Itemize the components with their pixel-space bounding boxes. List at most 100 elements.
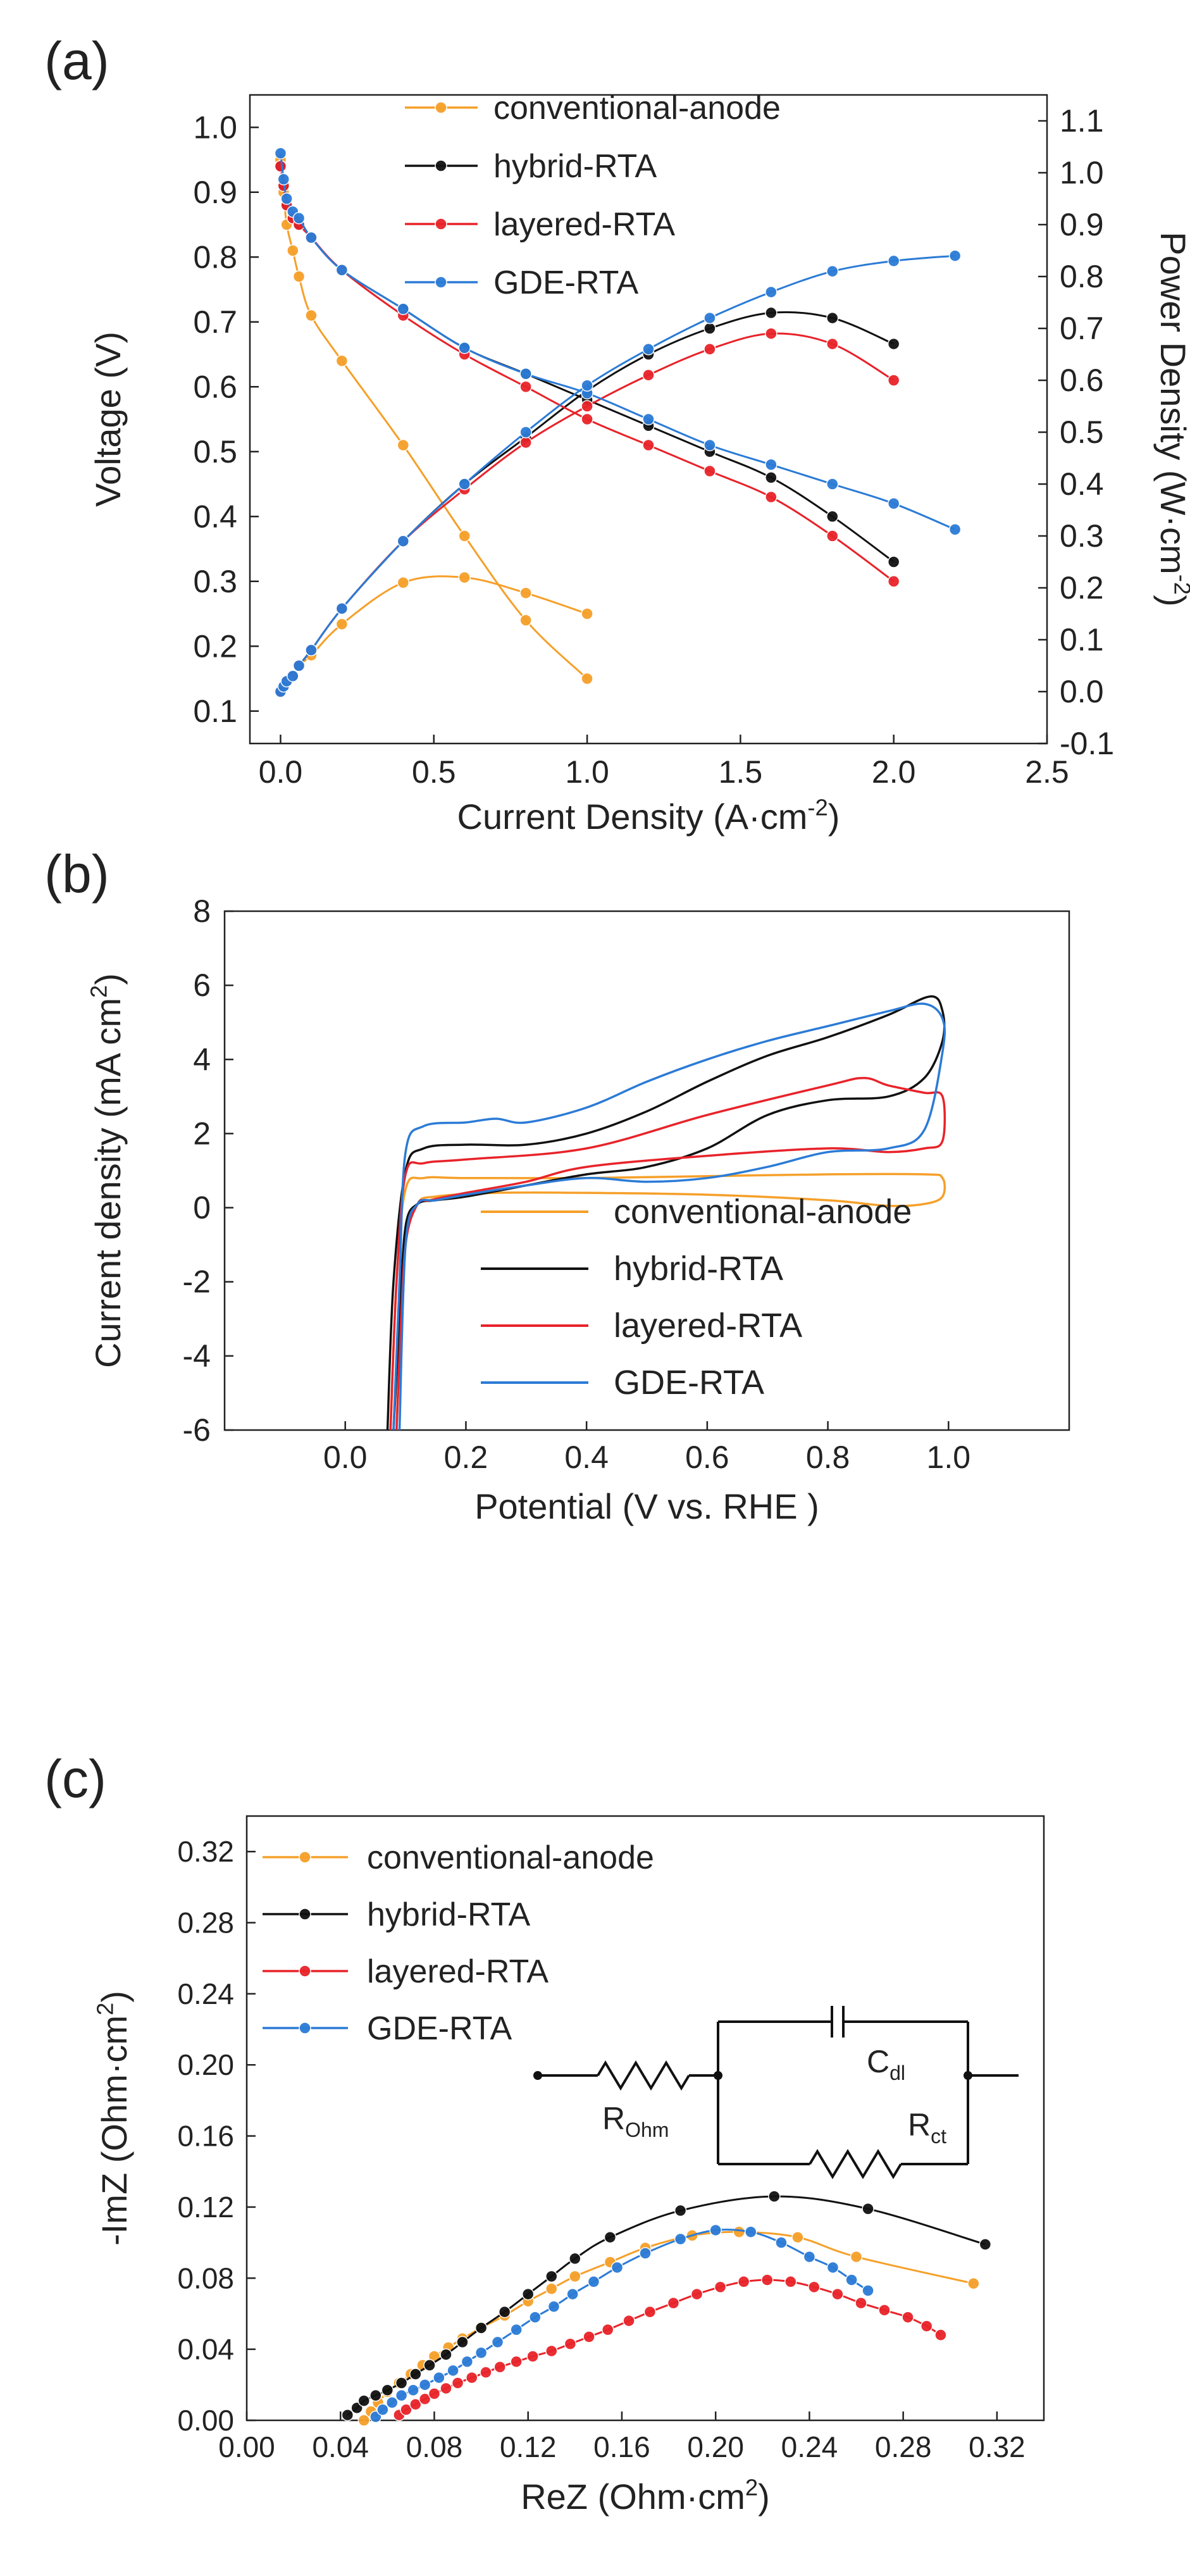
y2-tick-label: 0.6	[1060, 363, 1104, 398]
nyquist-point-layered-RTA	[831, 2287, 844, 2301]
nyquist-point-GDE-RTA	[709, 2224, 722, 2237]
r-ct-resistor-icon	[809, 2149, 902, 2179]
voltage-point-layered-RTA	[703, 464, 716, 478]
power-point-hybrid-RTA	[826, 311, 839, 325]
nyquist-point-hybrid-RTA	[341, 2408, 354, 2422]
y-axis-title-end: )	[88, 973, 128, 985]
voltage-point-layered-RTA	[765, 490, 778, 504]
x-tick-label: 0.8	[806, 1440, 850, 1475]
y-tick-label: 0.12	[177, 2191, 234, 2224]
power-curve-conventional-anode	[280, 575, 588, 692]
power-point-GDE-RTA	[335, 602, 349, 615]
c-dl-label-subscript: dl	[889, 2062, 905, 2084]
voltage-point-conventional-anode	[397, 439, 410, 452]
y-tick-label: 0.2	[193, 628, 237, 664]
y-tick-label: -6	[183, 1412, 211, 1448]
r-ohm-resistor-icon	[597, 2060, 690, 2091]
x-tick-label: 0.5	[412, 754, 456, 790]
nyquist-point-GDE-RTA	[386, 2396, 399, 2409]
legend-label-GDE-RTA: GDE-RTA	[367, 2010, 512, 2047]
nyquist-point-layered-RTA	[855, 2296, 867, 2310]
y-tick-label: 0.9	[193, 175, 237, 210]
nyquist-point-layered-RTA	[428, 2387, 441, 2400]
y-axis-title: Current density (mA cm2)	[86, 973, 128, 1368]
nyquist-point-GDE-RTA	[395, 2389, 408, 2402]
power-point-conventional-anode	[397, 576, 410, 589]
voltage-point-hybrid-RTA	[765, 471, 778, 484]
voltage-point-layered-RTA	[581, 413, 593, 426]
plot-frame	[223, 910, 1070, 1431]
power-point-layered-RTA	[887, 374, 900, 387]
nyquist-point-layered-RTA	[784, 2275, 797, 2288]
voltage-point-conventional-anode	[305, 309, 318, 322]
nyquist-point-hybrid-RTA	[768, 2190, 781, 2203]
y-tick-label: 0.16	[177, 2120, 234, 2153]
y-tick-label: 0.4	[193, 499, 237, 534]
power-point-GDE-RTA	[581, 379, 593, 392]
voltage-point-conventional-anode	[292, 270, 306, 283]
power-point-GDE-RTA	[305, 644, 318, 657]
voltage-point-GDE-RTA	[826, 478, 839, 490]
power-point-hybrid-RTA	[887, 337, 900, 351]
legend-label-layered-RTA: layered-RTA	[367, 1953, 549, 1990]
voltage-point-layered-RTA	[642, 439, 655, 452]
power-point-layered-RTA	[581, 400, 593, 413]
nyquist-point-hybrid-RTA	[440, 2348, 452, 2361]
nyquist-point-hybrid-RTA	[498, 2305, 511, 2318]
power-point-layered-RTA	[765, 327, 778, 340]
voltage-point-GDE-RTA	[274, 147, 287, 159]
panel-c: (c) 0.00 0.04 0.08 0.12 0.16 0.20 0.24 0.28 0.32 0…	[44, 1749, 1045, 2517]
nyquist-point-GDE-RTA	[745, 2225, 757, 2239]
nyquist-point-layered-RTA	[643, 2305, 657, 2318]
legend-label-conventional-anode: conventional-anode	[614, 1193, 912, 1231]
power-point-layered-RTA	[642, 369, 655, 382]
voltage-point-GDE-RTA	[703, 439, 716, 452]
y-axis-title: -ImZ (Ohm·cm2)	[92, 1991, 134, 2246]
power-curve-hybrid-RTA	[280, 311, 895, 692]
legend-label-GDE-RTA: GDE-RTA	[614, 1364, 764, 1402]
nyquist-point-hybrid-RTA	[381, 2384, 394, 2396]
x-tick-label: 0.04	[312, 2430, 369, 2463]
y2-axis-title: Power Density (W·cm-2)	[1153, 232, 1190, 606]
power-point-conventional-anode	[519, 587, 532, 599]
x-axis-title-end: )	[758, 2477, 770, 2517]
nyquist-point-layered-RTA	[526, 2350, 539, 2363]
x-axis-title-end: )	[828, 797, 840, 837]
legend-label-conventional-anode: conventional-anode	[367, 1839, 654, 1876]
y-axis-title-text: -ImZ (Ohm·cm	[94, 2015, 134, 2246]
voltage-point-GDE-RTA	[292, 212, 306, 225]
nyquist-point-hybrid-RTA	[369, 2389, 382, 2402]
nyquist-point-GDE-RTA	[566, 2287, 579, 2301]
y-tick-label: 0.24	[177, 1977, 234, 2010]
y-tick-label: 0.3	[193, 564, 237, 599]
x-axis-title-text: ReZ (Ohm·cm	[521, 2477, 745, 2517]
power-point-GDE-RTA	[642, 343, 655, 356]
y-tick-label: 0.32	[177, 1835, 234, 1868]
nyquist-point-GDE-RTA	[775, 2236, 788, 2249]
power-point-conventional-anode	[335, 618, 349, 631]
nyquist-point-conventional-anode	[733, 2225, 745, 2239]
nyquist-point-layered-RTA	[493, 2360, 506, 2374]
r-ohm-label-subscript: Ohm	[625, 2119, 669, 2141]
voltage-point-GDE-RTA	[765, 458, 778, 471]
nyquist-point-layered-RTA	[808, 2280, 821, 2294]
nyquist-point-hybrid-RTA	[357, 2394, 371, 2407]
nyquist-point-layered-RTA	[400, 2403, 412, 2416]
x-tick-label: 0.0	[259, 754, 303, 790]
y-tick-label: 0.04	[177, 2333, 234, 2366]
legend-label-hybrid-RTA: hybrid-RTA	[367, 1896, 530, 1933]
nyquist-point-layered-RTA	[737, 2275, 750, 2288]
y-tick-label: 1.0	[193, 109, 237, 145]
y-axis-title-end: )	[94, 1991, 134, 2003]
y2-tick-label: 0.3	[1060, 518, 1104, 554]
y-axis-title-superscript: 2	[92, 2003, 118, 2015]
c-dl-label-main: C	[867, 2044, 889, 2079]
r-ct-label-subscript: ct	[931, 2125, 946, 2148]
y-tick-label: -2	[183, 1264, 211, 1300]
power-point-layered-RTA	[826, 337, 839, 351]
y2-tick-label: 1.0	[1060, 155, 1104, 190]
c-dl-label: Cdl	[867, 2044, 905, 2084]
y-tick-label: 0.28	[177, 1907, 234, 1939]
y-tick-label: 8	[193, 893, 211, 929]
x-tick-label: 0.32	[969, 2430, 1026, 2463]
